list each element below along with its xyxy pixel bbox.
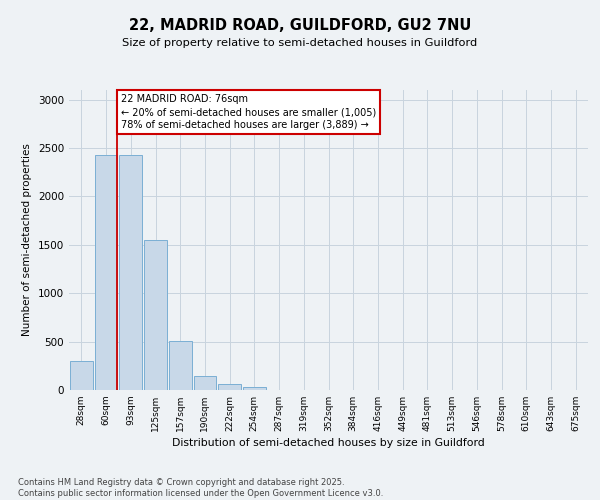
Bar	[194, 376, 216, 390]
Text: Size of property relative to semi-detached houses in Guildford: Size of property relative to semi-detach…	[122, 38, 478, 48]
X-axis label: Distribution of semi-detached houses by size in Guildford: Distribution of semi-detached houses by …	[172, 438, 485, 448]
Bar	[169, 340, 191, 390]
Bar	[70, 361, 93, 390]
Bar	[95, 155, 118, 390]
Text: Contains HM Land Registry data © Crown copyright and database right 2025.
Contai: Contains HM Land Registry data © Crown c…	[18, 478, 383, 498]
Y-axis label: Number of semi-detached properties: Number of semi-detached properties	[22, 144, 32, 336]
Text: 22 MADRID ROAD: 76sqm
← 20% of semi-detached houses are smaller (1,005)
78% of s: 22 MADRID ROAD: 76sqm ← 20% of semi-deta…	[121, 94, 376, 130]
Text: 22, MADRID ROAD, GUILDFORD, GU2 7NU: 22, MADRID ROAD, GUILDFORD, GU2 7NU	[129, 18, 471, 32]
Bar	[119, 155, 142, 390]
Bar	[144, 240, 167, 390]
Bar	[243, 387, 266, 390]
Bar	[218, 384, 241, 390]
